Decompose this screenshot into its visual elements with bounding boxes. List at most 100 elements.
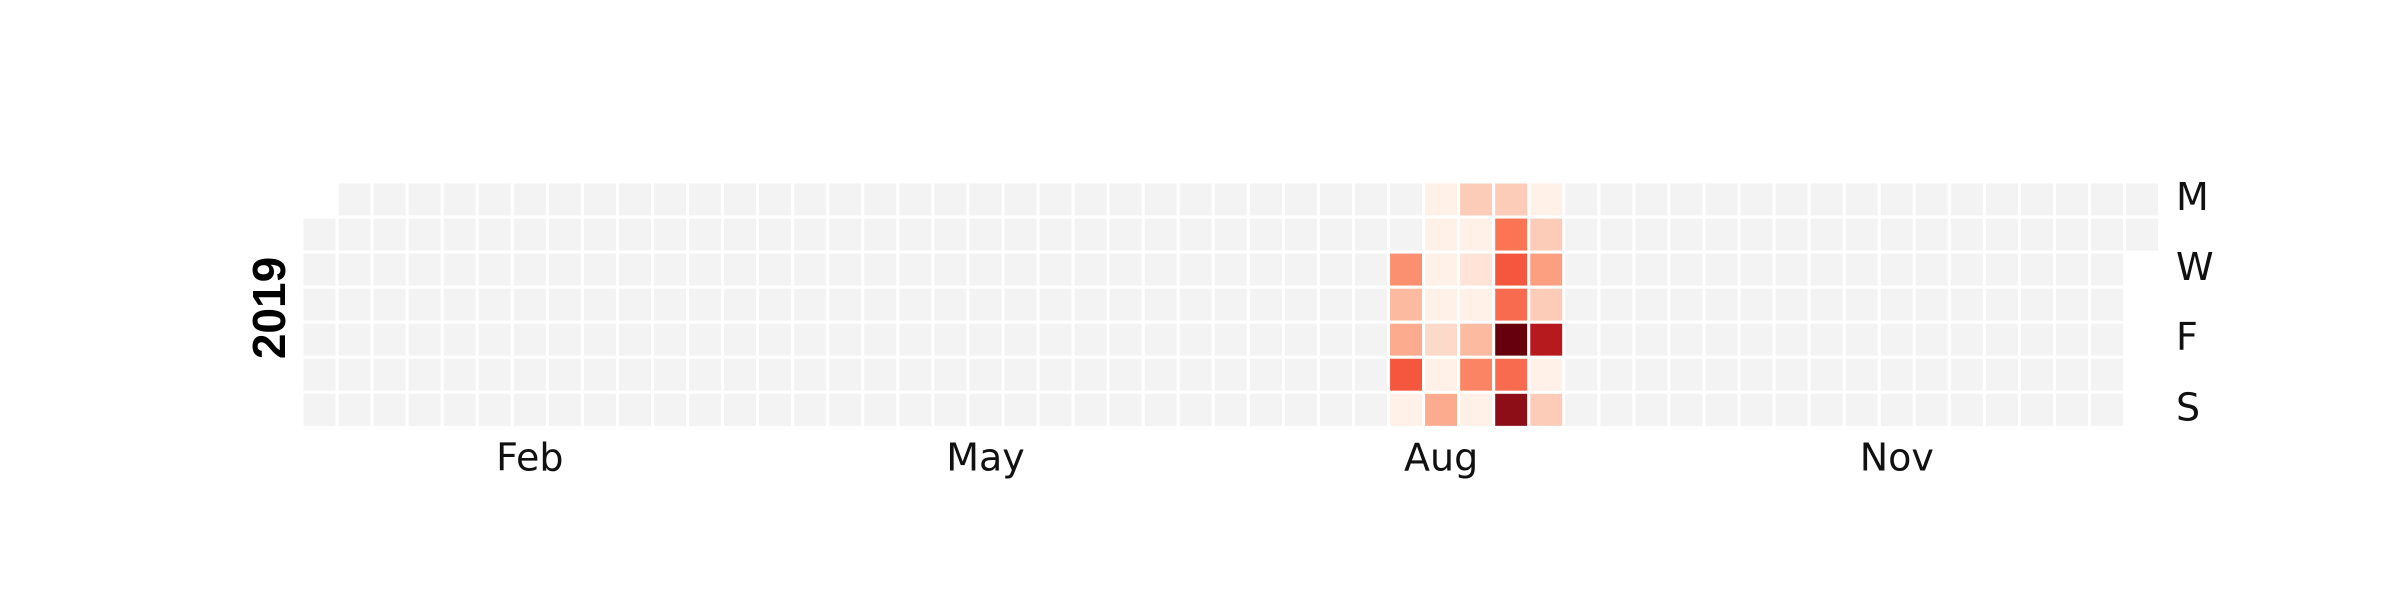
heatmap-cell xyxy=(651,390,690,429)
heatmap-cell xyxy=(1422,355,1461,394)
heatmap-cell xyxy=(335,390,374,429)
heatmap-cell xyxy=(2088,320,2127,359)
heatmap-cell xyxy=(1877,250,1916,289)
heatmap-cell xyxy=(510,285,549,324)
heatmap-cell xyxy=(1036,285,1075,324)
heatmap-cell xyxy=(440,180,479,219)
heatmap-cell xyxy=(756,215,795,254)
heatmap-cell xyxy=(651,250,690,289)
heatmap-cell xyxy=(1141,355,1180,394)
heatmap-cell xyxy=(1316,320,1355,359)
heatmap-cell xyxy=(1667,180,1706,219)
heatmap-cell xyxy=(2017,180,2056,219)
heatmap-cell xyxy=(1281,320,1320,359)
heatmap-cell xyxy=(791,215,830,254)
heatmap-cell xyxy=(580,390,619,429)
heatmap-cell xyxy=(1807,215,1846,254)
heatmap-cell xyxy=(931,285,970,324)
heatmap-cell xyxy=(1387,250,1426,289)
heatmap-cell xyxy=(686,285,725,324)
heatmap-cell xyxy=(1176,250,1215,289)
heatmap-cell xyxy=(1947,250,1986,289)
heatmap-cell xyxy=(1316,285,1355,324)
heatmap-cell xyxy=(545,250,584,289)
heatmap-cell xyxy=(721,320,760,359)
heatmap-cell xyxy=(1807,250,1846,289)
heatmap-cell xyxy=(2017,285,2056,324)
heatmap-cell xyxy=(2053,250,2092,289)
heatmap-cell xyxy=(335,285,374,324)
heatmap-cell xyxy=(1597,285,1636,324)
heatmap-cell xyxy=(545,285,584,324)
heatmap-cell xyxy=(1141,180,1180,219)
heatmap-cell xyxy=(2053,180,2092,219)
heatmap-cell xyxy=(1667,355,1706,394)
weekday-tick-m: M xyxy=(2176,175,2209,219)
heatmap-cell xyxy=(1352,250,1391,289)
heatmap-cell xyxy=(1036,390,1075,429)
heatmap-cell xyxy=(1176,355,1215,394)
heatmap-cell xyxy=(756,180,795,219)
heatmap-cell xyxy=(2088,390,2127,429)
heatmap-cell xyxy=(686,390,725,429)
heatmap-cell xyxy=(896,180,935,219)
heatmap-cell xyxy=(1982,355,2021,394)
heatmap-cell xyxy=(966,250,1005,289)
heatmap-cell xyxy=(1071,320,1110,359)
heatmap-cell xyxy=(300,320,339,359)
heatmap-cell xyxy=(370,215,409,254)
heatmap-cell xyxy=(1632,250,1671,289)
heatmap-cell xyxy=(1246,180,1285,219)
heatmap-cell xyxy=(475,285,514,324)
heatmap-cell xyxy=(300,355,339,394)
heatmap-cell xyxy=(1492,320,1531,359)
heatmap-cell xyxy=(791,320,830,359)
heatmap-cell xyxy=(931,250,970,289)
heatmap-cell xyxy=(440,215,479,254)
heatmap-cell xyxy=(510,215,549,254)
heatmap-cell xyxy=(1492,285,1531,324)
heatmap-cell xyxy=(1457,355,1496,394)
heatmap-cell xyxy=(1702,390,1741,429)
heatmap-cell xyxy=(1807,285,1846,324)
heatmap-cell xyxy=(966,285,1005,324)
heatmap-cell xyxy=(615,320,655,359)
heatmap-cell xyxy=(1001,320,1040,359)
heatmap-cell xyxy=(2053,320,2092,359)
heatmap-cell xyxy=(1001,390,1040,429)
heatmap-cell xyxy=(1632,320,1671,359)
heatmap-cell xyxy=(861,215,900,254)
heatmap-cell xyxy=(405,320,444,359)
heatmap-cell xyxy=(966,180,1005,219)
heatmap-cell xyxy=(545,320,584,359)
heatmap-cell xyxy=(1982,250,2021,289)
heatmap-cell xyxy=(686,355,725,394)
heatmap-cell xyxy=(1947,180,1986,219)
heatmap-cell xyxy=(545,215,584,254)
heatmap-cell xyxy=(1422,390,1461,429)
heatmap-cell xyxy=(1036,320,1075,359)
heatmap-cell xyxy=(370,355,409,394)
heatmap-cell xyxy=(1912,390,1951,429)
heatmap-cell xyxy=(791,390,830,429)
heatmap-cell xyxy=(1562,285,1601,324)
heatmap-cell xyxy=(1667,285,1706,324)
heatmap-cell xyxy=(1597,390,1636,429)
weekday-tick-f: F xyxy=(2176,315,2198,359)
heatmap-cell xyxy=(1912,250,1951,289)
heatmap-cell xyxy=(1982,390,2021,429)
heatmap-cell xyxy=(1457,250,1496,289)
heatmap-cell xyxy=(405,180,444,219)
heatmap-cell xyxy=(2088,250,2127,289)
heatmap-cell xyxy=(1281,390,1320,429)
heatmap-cell xyxy=(1316,355,1355,394)
heatmap-cell xyxy=(370,320,409,359)
heatmap-cell xyxy=(1387,390,1426,429)
heatmap-cell xyxy=(1211,390,1250,429)
heatmap-cell xyxy=(1737,250,1776,289)
heatmap-cell xyxy=(826,285,865,324)
heatmap-cell xyxy=(1982,215,2021,254)
heatmap-cell xyxy=(1387,320,1426,359)
heatmap-cell xyxy=(651,355,690,394)
